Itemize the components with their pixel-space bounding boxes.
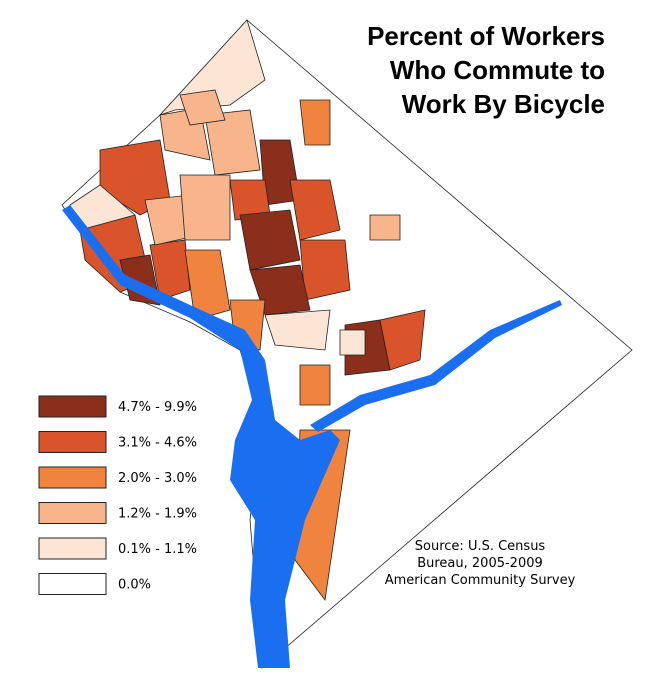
tract (204, 109, 261, 176)
source-line: Bureau, 2005-2009 (417, 556, 543, 571)
tract (339, 329, 366, 356)
legend-label: 2.0% - 3.0% (118, 471, 197, 486)
legend: 4.7% - 9.9% 3.1% - 4.6% 2.0% - 3.0% 1.2% - … (38, 395, 197, 595)
tract (369, 214, 401, 241)
tract (299, 239, 351, 301)
legend-label: 0.0% (118, 578, 151, 593)
anacostia-river (310, 300, 562, 432)
tract (158, 19, 266, 116)
map (61, 19, 633, 669)
water (62, 205, 562, 668)
tract (179, 174, 231, 241)
tract (239, 209, 301, 271)
legend-label: 1.2% - 1.9% (118, 507, 197, 522)
tract (289, 179, 341, 241)
tract (184, 249, 231, 321)
source-line: American Community Survey (385, 573, 576, 588)
legend-swatch (38, 395, 107, 418)
title-line: Work By Bicycle (402, 89, 605, 119)
tract (149, 239, 191, 301)
tract (379, 309, 426, 371)
legend-swatch (38, 431, 107, 453)
legend-label: 0.1% - 1.1% (118, 542, 197, 557)
legend-swatch (38, 537, 107, 560)
legend-label: 3.1% - 4.6% (118, 436, 197, 451)
legend-label: 4.7% - 9.9% (118, 400, 197, 415)
source-line: Source: U.S. Census (415, 539, 546, 554)
potomac-river (62, 205, 340, 668)
tract (299, 99, 331, 146)
title-line: Percent of Workers (367, 21, 605, 51)
legend-swatch (38, 502, 107, 524)
tract (264, 309, 331, 351)
title-line: Who Commute to (390, 55, 605, 85)
legend-swatch (38, 466, 107, 489)
tract (179, 89, 226, 126)
legend-swatch (38, 573, 107, 595)
tract (299, 364, 331, 406)
